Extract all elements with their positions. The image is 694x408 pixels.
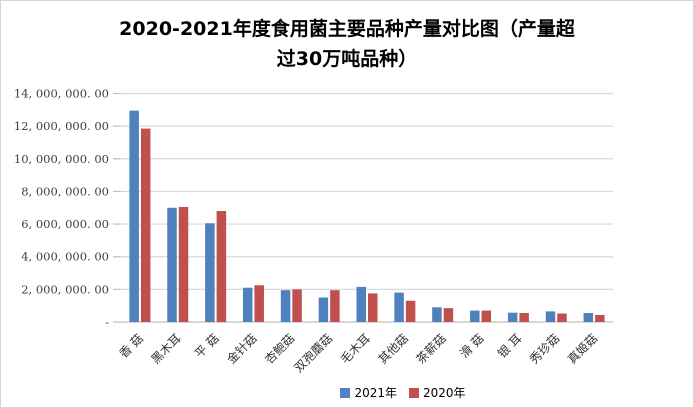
bar-2021年-茶薪菇 bbox=[432, 307, 442, 322]
bar-2020年-其他菇 bbox=[405, 300, 416, 322]
bar-2020年-金针菇 bbox=[254, 285, 264, 322]
bar-2020年-香菇 bbox=[140, 128, 151, 322]
bar-2021年-黑木耳 bbox=[167, 207, 177, 322]
x-axis-label: 黑木耳 bbox=[149, 331, 184, 366]
x-axis-label: 平 菇 bbox=[192, 331, 222, 361]
legend-label: 2020年 bbox=[423, 386, 466, 400]
y-axis-tick-label: 8, 000, 000. 00 bbox=[21, 184, 109, 198]
legend: 2021年 2020年 bbox=[57, 384, 693, 401]
bar-2021年-毛木耳 bbox=[356, 286, 366, 322]
legend-swatch-2021年 bbox=[340, 387, 351, 398]
bar-2021年-滑菇 bbox=[470, 310, 480, 322]
bar-2020年-银耳 bbox=[519, 313, 529, 322]
y-axis-tick-label: 2, 000, 000. 00 bbox=[21, 282, 109, 296]
bar-2020年-黑木耳 bbox=[178, 206, 189, 322]
y-axis-tick-label: 10, 000, 000. 00 bbox=[14, 152, 109, 166]
bar-2020年-真姬菇 bbox=[595, 314, 605, 322]
bar-2021年-双孢蘑菇 bbox=[318, 297, 329, 322]
x-axis-label: 毛木耳 bbox=[338, 331, 373, 366]
x-axis-label: 滑 菇 bbox=[457, 331, 487, 361]
x-axis-label: 其他菇 bbox=[376, 331, 411, 366]
bar-2020年-杏鲍菇 bbox=[292, 289, 302, 322]
bar-2021年-平菇 bbox=[205, 223, 215, 322]
bar-2021年-其他菇 bbox=[394, 292, 404, 322]
bar-2020年-毛木耳 bbox=[368, 293, 378, 322]
legend-label: 2021年 bbox=[354, 386, 397, 400]
bar-2020年-秀珍菇 bbox=[557, 313, 567, 322]
bar-2021年-金针菇 bbox=[242, 287, 253, 322]
bar-2021年-银耳 bbox=[507, 312, 518, 322]
bar-2021年-真姬菇 bbox=[583, 313, 594, 322]
bar-2021年-秀珍菇 bbox=[545, 311, 556, 322]
bar-2020年-平菇 bbox=[216, 211, 227, 322]
x-axis-label: 双孢蘑菇 bbox=[291, 331, 335, 375]
x-axis-label: 茶薪菇 bbox=[413, 331, 449, 367]
bar-2020年-滑菇 bbox=[481, 310, 492, 322]
x-axis-label: 真姬菇 bbox=[565, 331, 600, 366]
y-axis-tick-label: 6, 000, 000. 00 bbox=[21, 217, 109, 231]
y-axis-tick-label: 14, 000, 000. 00 bbox=[14, 87, 109, 101]
chart-title-line2: 过30万吨品种） bbox=[276, 48, 418, 70]
x-axis-label: 杏鲍菇 bbox=[262, 331, 297, 366]
y-axis-tick-label: - bbox=[105, 315, 109, 329]
x-axis-label: 香 菇 bbox=[116, 331, 146, 361]
x-axis-label: 金针菇 bbox=[224, 331, 260, 367]
x-axis-label: 银 耳 bbox=[495, 331, 525, 361]
y-axis-tick-label: 4, 000, 000. 00 bbox=[21, 250, 109, 264]
legend-swatch-2020年 bbox=[409, 387, 419, 398]
bar-2020年-茶薪菇 bbox=[443, 308, 454, 322]
chart-title: 2020-2021年度食用菌主要品种产量对比图（产量超 过30万吨品种） bbox=[1, 14, 693, 74]
bar-2020年-双孢蘑菇 bbox=[330, 290, 340, 322]
bar-2021年-香菇 bbox=[129, 110, 139, 322]
bar-2021年-杏鲍菇 bbox=[280, 290, 291, 322]
x-axis-label: 秀珍菇 bbox=[527, 331, 562, 366]
legend-item-2021年: 2021年 bbox=[340, 384, 397, 401]
y-axis-tick-label: 12, 000, 000. 00 bbox=[14, 119, 109, 133]
chart-title-line1: 2020-2021年度食用菌主要品种产量对比图（产量超 bbox=[119, 18, 575, 40]
legend-item-2020年: 2020年 bbox=[409, 384, 466, 401]
